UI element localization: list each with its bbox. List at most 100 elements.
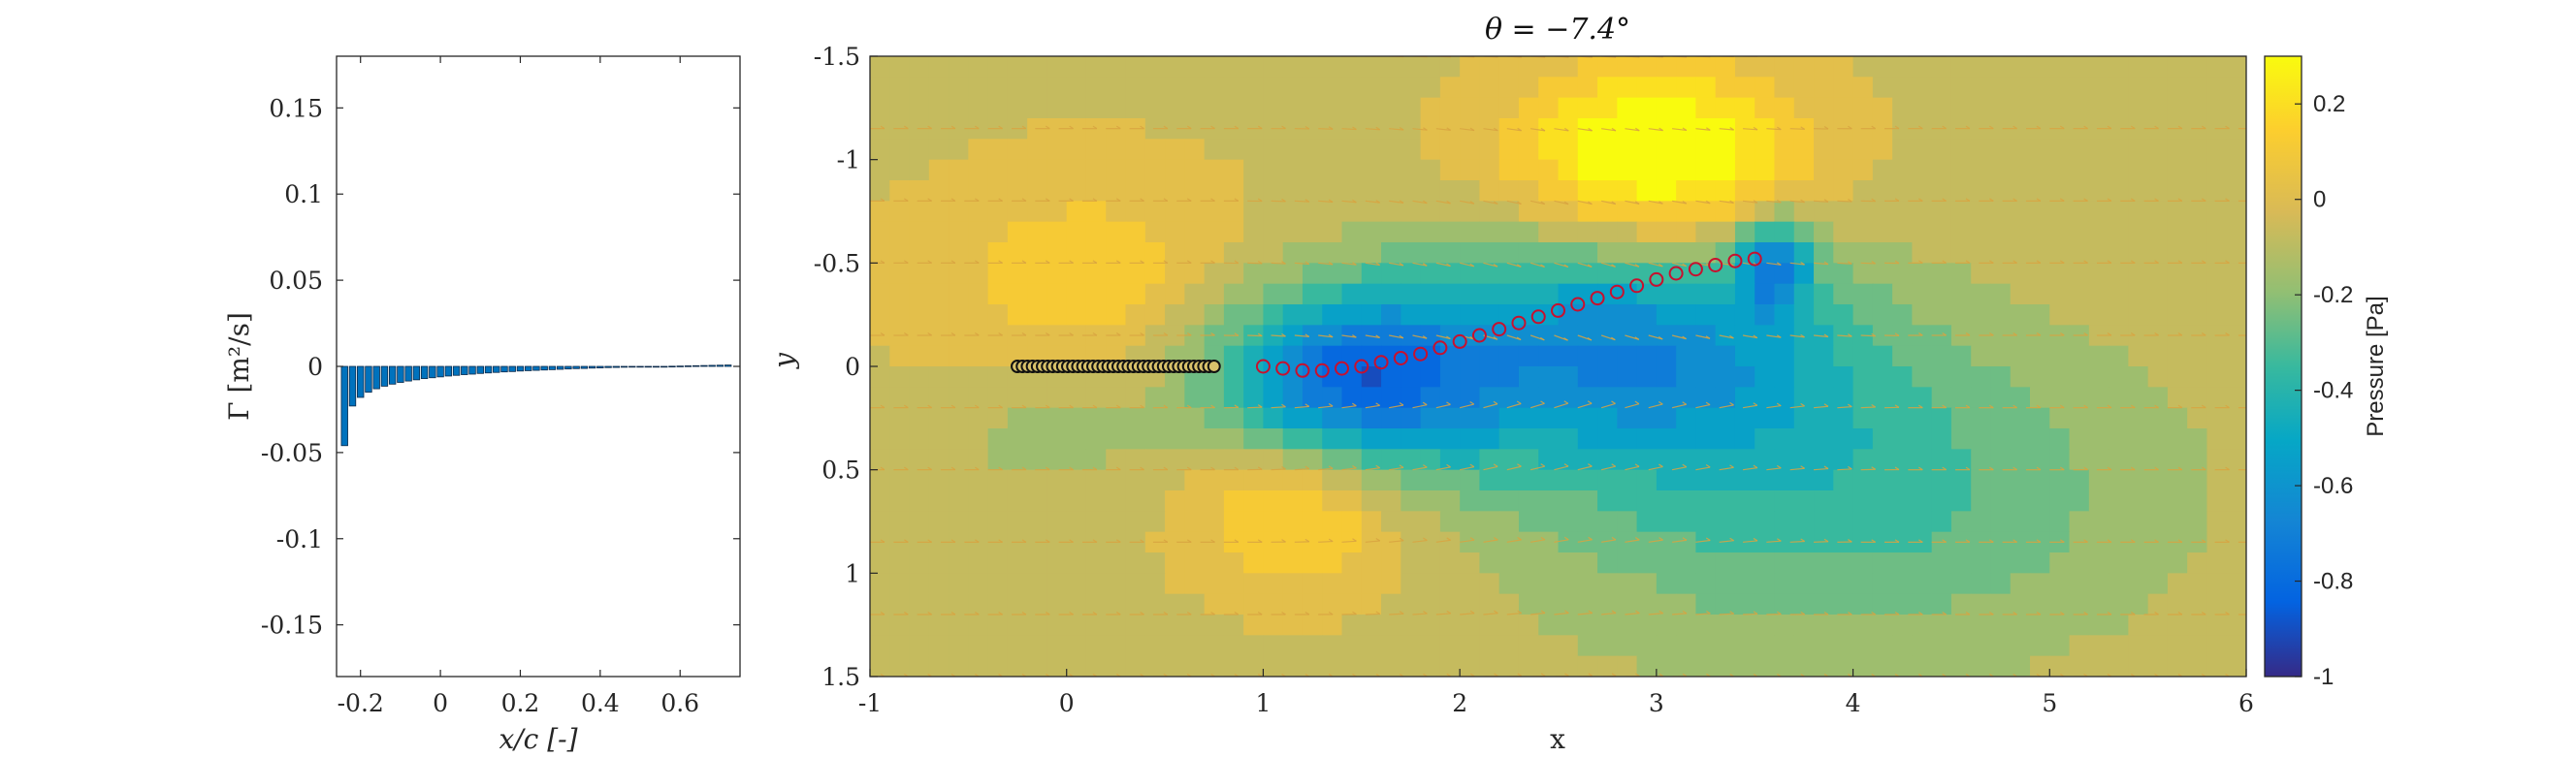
pressure-cell: [2147, 615, 2169, 636]
pressure-cell: [2226, 139, 2246, 161]
pressure-cell: [1695, 304, 1717, 326]
pressure-cell: [1734, 615, 1755, 636]
pressure-cell: [2049, 635, 2071, 657]
pressure-cell: [1892, 469, 1913, 491]
pressure-cell: [1007, 511, 1028, 533]
pressure-cell: [1518, 77, 1539, 99]
pressure-cell: [1223, 428, 1244, 450]
velocity-arrow-head: [1375, 126, 1381, 131]
pressure-cell: [1125, 407, 1146, 429]
pressure-cell: [1263, 655, 1284, 677]
velocity-arrow-head: [1823, 611, 1829, 615]
pressure-cell: [1479, 615, 1500, 636]
velocity-arrow-head: [1565, 56, 1569, 58]
pressure-cell: [949, 242, 969, 264]
velocity-arrow-head: [1634, 127, 1640, 132]
pressure-cell: [2167, 345, 2188, 367]
left-y-axis-label: Γ [m²/s]: [223, 312, 255, 421]
pressure-cell: [1538, 407, 1560, 429]
velocity-arrow-head: [2036, 539, 2042, 543]
pressure-cell: [1361, 325, 1382, 347]
pressure-cell: [1204, 159, 1225, 181]
pressure-cell: [2147, 283, 2169, 305]
pressure-cell: [1341, 407, 1363, 429]
pressure-cell: [1243, 201, 1265, 223]
velocity-arrow-head: [2249, 333, 2253, 336]
pressure-cell: [2010, 366, 2031, 388]
pressure-cell: [2088, 180, 2109, 202]
pressure-cell: [1498, 655, 1520, 677]
pressure-cell: [1361, 97, 1382, 119]
pressure-cell: [1872, 180, 1893, 202]
pressure-cell: [1302, 180, 1323, 202]
velocity-arrow: [1341, 128, 1357, 131]
pressure-cell: [1676, 655, 1696, 677]
pressure-cell: [1381, 635, 1401, 657]
pressure-cell: [949, 552, 969, 574]
left-y-tick-label: 0.15: [269, 94, 323, 122]
pressure-cell: [1577, 511, 1598, 533]
pressure-cell: [1027, 283, 1048, 305]
pressure-cell: [1950, 77, 1972, 99]
velocity-arrow-head: [1328, 126, 1334, 130]
velocity-arrow-head: [1871, 198, 1876, 203]
pressure-cell: [1460, 97, 1481, 119]
pressure-cell: [2187, 593, 2208, 615]
velocity-arrow: [1435, 200, 1451, 205]
pressure-cell: [1793, 345, 1815, 367]
pressure-cell: [2069, 615, 2090, 636]
velocity-arrow-head: [1611, 463, 1617, 467]
velocity-arrow-head: [1092, 198, 1098, 202]
velocity-arrow-head: [1069, 466, 1074, 471]
pressure-cell: [1931, 283, 1952, 305]
pressure-cell: [1950, 655, 1972, 677]
velocity-arrow: [1506, 465, 1522, 471]
pressure-cell: [909, 201, 930, 223]
pressure-cell: [909, 615, 930, 636]
pressure-cell: [1165, 387, 1185, 409]
left-x-tick-label: 0.4: [581, 689, 620, 717]
pressure-cell: [1814, 221, 1834, 243]
pressure-cell: [1715, 325, 1736, 347]
pressure-cell: [2049, 552, 2071, 574]
pressure-cell: [1912, 635, 1933, 657]
velocity-arrow-head: [1210, 331, 1215, 336]
pressure-cell: [2128, 428, 2149, 450]
pressure-cell: [1106, 180, 1127, 202]
pressure-cell: [2030, 242, 2050, 264]
velocity-arrow: [1625, 128, 1640, 132]
velocity-arrow: [1742, 200, 1758, 204]
pressure-cell: [1950, 139, 1972, 161]
pressure-cell: [1971, 201, 1992, 223]
velocity-arrow-head: [2225, 539, 2230, 543]
left-x-tick-label: -0.2: [338, 689, 384, 717]
pressure-cell: [987, 387, 1009, 409]
pressure-cell: [1263, 366, 1284, 388]
pressure-cell: [889, 159, 911, 181]
pressure-cell: [1420, 469, 1441, 491]
velocity-arrow-head: [1352, 199, 1357, 204]
pressure-cell: [1085, 304, 1107, 326]
pressure-cell: [1715, 573, 1736, 595]
velocity-arrow-head: [1281, 539, 1286, 543]
pressure-cell: [2128, 263, 2149, 285]
velocity-arrow-head: [998, 198, 1003, 202]
pressure-cell: [1263, 552, 1284, 574]
velocity-arrow: [1435, 262, 1451, 268]
velocity-arrow: [1506, 334, 1522, 341]
pressure-cell: [968, 221, 989, 243]
pressure-cell: [1460, 511, 1481, 533]
pressure-cell: [1439, 428, 1461, 450]
velocity-arrow-head: [1257, 611, 1263, 615]
pressure-cell: [1774, 97, 1795, 119]
pressure-cell: [1676, 139, 1696, 161]
pressure-cell: [1106, 573, 1127, 595]
pressure-cell: [870, 655, 890, 677]
velocity-arrow-head: [1540, 400, 1545, 404]
pressure-cell: [2187, 77, 2208, 99]
pressure-cell: [1243, 552, 1265, 574]
pressure-cell: [2128, 159, 2149, 181]
pressure-cell: [870, 97, 890, 119]
pressure-cell: [1460, 159, 1481, 181]
pressure-cell: [949, 366, 969, 388]
